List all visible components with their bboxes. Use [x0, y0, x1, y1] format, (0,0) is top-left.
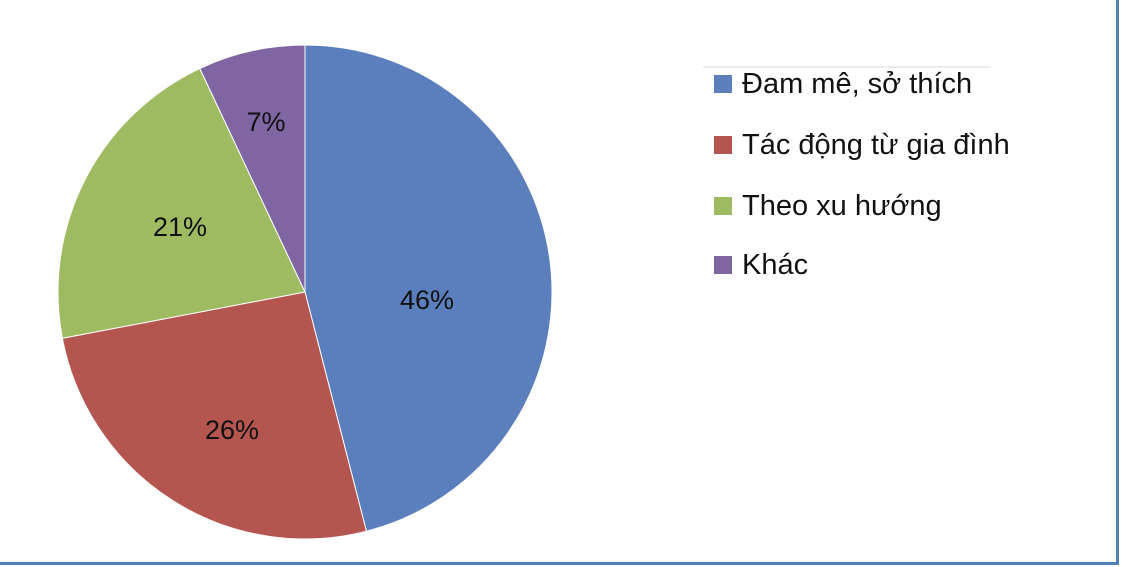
- legend-item: Khác: [714, 249, 808, 281]
- pie-slice-3: [57, 67, 306, 339]
- legend-item: Theo xu hướng: [714, 190, 942, 222]
- legend: Đam mê, sở thích Tác động từ gia đình Theo…: [703, 66, 1010, 281]
- slice-data-label: 7%: [246, 107, 285, 137]
- pie-slice-2: [61, 291, 368, 540]
- legend-swatch: [714, 256, 732, 274]
- legend-label: Khác: [742, 249, 808, 281]
- legend-item: Tác động từ gia đình: [714, 129, 1010, 161]
- legend-swatch: [714, 75, 732, 93]
- legend-label: Theo xu hướng: [742, 190, 942, 222]
- legend-items: Đam mê, sở thích Tác động từ gia đình Theo…: [714, 68, 1010, 281]
- legend-label: Đam mê, sở thích: [742, 68, 972, 100]
- slice-data-label: 26%: [205, 415, 259, 445]
- legend-swatch: [714, 136, 732, 154]
- pie-slice-labels: 46% 26% 21% 7%: [153, 107, 454, 445]
- pie-slices: [57, 44, 553, 540]
- legend-item: Đam mê, sở thích: [714, 68, 972, 100]
- pie-slice-1: [304, 44, 553, 532]
- legend-swatch: [714, 197, 732, 215]
- slice-data-label: 21%: [153, 212, 207, 242]
- legend-label: Tác động từ gia đình: [742, 129, 1010, 161]
- pie-slice-4: [199, 44, 306, 293]
- slice-data-label: 46%: [400, 285, 454, 315]
